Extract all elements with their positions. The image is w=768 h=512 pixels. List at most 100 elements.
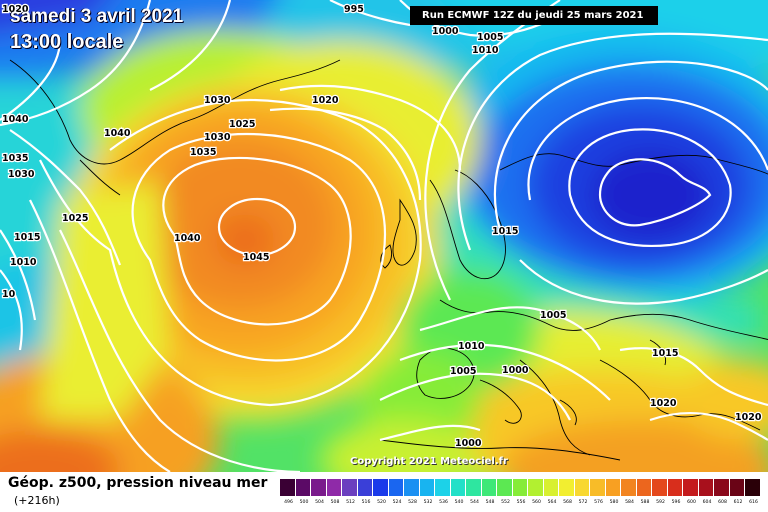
color-scale-label: 572 <box>578 500 588 505</box>
isobar-label: 995 <box>344 4 364 15</box>
color-scale-swatch <box>280 479 296 496</box>
isobar-label: 1005 <box>540 310 566 321</box>
color-scale-swatch <box>698 479 714 496</box>
color-scale-swatch <box>605 479 621 496</box>
isobar-label: 1030 <box>204 95 231 106</box>
color-scale-swatch <box>466 479 482 496</box>
color-scale-swatch <box>528 479 544 496</box>
isobar-label: 1025 <box>229 119 255 130</box>
color-scale-swatch <box>295 479 311 496</box>
color-scale-label: 536 <box>439 500 448 505</box>
color-scale-label: 588 <box>640 500 650 505</box>
color-scale-swatch <box>621 479 637 496</box>
model-run-label: Run ECMWF 12Z du jeudi 25 mars 2021 <box>410 6 658 25</box>
color-scale-swatch <box>512 479 528 496</box>
color-scale-label: 540 <box>454 500 464 505</box>
color-scale-label: 496 <box>284 500 293 505</box>
color-scale-swatch <box>311 479 327 496</box>
color-scale-swatch <box>729 479 745 496</box>
geopotential-map: 1020 995 1000 1005 1010 1040 1030 1020 1… <box>0 0 768 472</box>
isobar-1020 <box>29 199 171 472</box>
color-scale-label: 592 <box>656 500 665 505</box>
color-scale-label: 528 <box>408 500 417 505</box>
isobar-1045 <box>217 197 297 257</box>
color-scale-swatch <box>574 479 590 496</box>
isobar-1040 <box>162 156 352 326</box>
isobar-label: 1020 <box>312 95 339 106</box>
color-scale-label: 548 <box>485 500 495 505</box>
color-scale-swatch <box>450 479 466 496</box>
legend-footer: Géop. z500, pression niveau mer (+216h) … <box>0 472 768 512</box>
copyright: Copyright 2021 Meteociel.fr <box>350 456 508 467</box>
color-scale-swatch <box>590 479 606 496</box>
color-scale-label: 576 <box>594 500 603 505</box>
isobar-label: 1010 <box>458 341 485 352</box>
isobar-label: 1035 <box>2 153 28 164</box>
color-scale-label: 512 <box>346 500 355 505</box>
isobar-label: 1000 <box>432 26 459 37</box>
isobar-label: 1040 <box>2 114 29 125</box>
isobar-label: 1025 <box>62 213 88 224</box>
isobar-label: 1020 <box>650 398 677 409</box>
color-scale-label: 600 <box>687 500 696 505</box>
isobar-1025 <box>59 229 301 472</box>
color-scale-swatch <box>559 479 575 496</box>
color-scale-label: 532 <box>423 500 433 505</box>
color-scale-label: 568 <box>563 500 572 505</box>
color-scale-swatch <box>636 479 652 496</box>
forecast-date: samedi 3 avril 2021 <box>10 6 184 27</box>
isobar-labels: 1020 995 1000 1005 1010 1040 1030 1020 1… <box>1 3 763 451</box>
color-scale-swatch <box>745 479 761 496</box>
color-scale-label: 608 <box>718 500 727 505</box>
color-scale-label: 596 <box>671 500 681 505</box>
forecast-lead-time: (+216h) <box>14 494 60 507</box>
color-scale-label: 584 <box>625 500 634 505</box>
color-scale-swatch <box>388 479 404 496</box>
isobar-label: 1045 <box>243 252 269 263</box>
isobar-label: 1030 <box>204 132 231 143</box>
color-scale-swatch <box>667 479 683 496</box>
color-scale-swatch <box>714 479 730 496</box>
color-scale-label: 524 <box>392 500 402 505</box>
color-scale-swatch <box>404 479 420 496</box>
map-parameter-title: Géop. z500, pression niveau mer <box>8 475 268 491</box>
color-scale-swatch <box>481 479 497 496</box>
color-scale-label: 500 <box>299 500 309 505</box>
color-scale-swatch <box>342 479 358 496</box>
color-scale-label: 552 <box>501 500 510 505</box>
isobar-label: 1015 <box>652 348 678 359</box>
color-scale-swatch <box>419 479 435 496</box>
color-scale-label: 580 <box>609 500 619 505</box>
isobar-label: 1005 <box>450 366 476 377</box>
isobar-label: 1015 <box>492 226 518 237</box>
color-scale-label: 516 <box>361 500 371 505</box>
color-scale-label: 556 <box>516 500 526 505</box>
isobar-1030 <box>39 98 422 407</box>
isobar-label: 1020 <box>2 4 29 15</box>
color-scale-swatch <box>497 479 513 496</box>
color-scale-label: 564 <box>547 500 557 505</box>
isobar-label: 1040 <box>104 128 131 139</box>
color-scale-label: 612 <box>733 500 743 505</box>
color-scale-swatch <box>357 479 373 496</box>
isobar-label: 1015 <box>14 232 40 243</box>
isobars <box>0 0 768 472</box>
isobar-label: 1030 <box>8 169 35 180</box>
forecast-time: 13:00 locale <box>10 31 124 53</box>
isobar-label: 10 <box>2 289 16 300</box>
isobar-label: 1010 <box>472 45 499 56</box>
color-scale-label: 508 <box>330 500 340 505</box>
color-scale-label: 560 <box>532 500 541 505</box>
isobar-label: 1005 <box>477 32 503 43</box>
isobar-label: 1000 <box>455 438 482 449</box>
coastlines <box>9 59 768 461</box>
color-scale-swatch <box>326 479 342 496</box>
color-scale-swatch <box>683 479 699 496</box>
color-scale-swatch <box>373 479 389 496</box>
color-scale-label: 520 <box>377 500 386 505</box>
color-scale-label: 544 <box>470 500 479 505</box>
color-scale-swatch <box>652 479 668 496</box>
isobar-label: 1000 <box>502 365 529 376</box>
color-scale-label: 616 <box>749 500 758 505</box>
